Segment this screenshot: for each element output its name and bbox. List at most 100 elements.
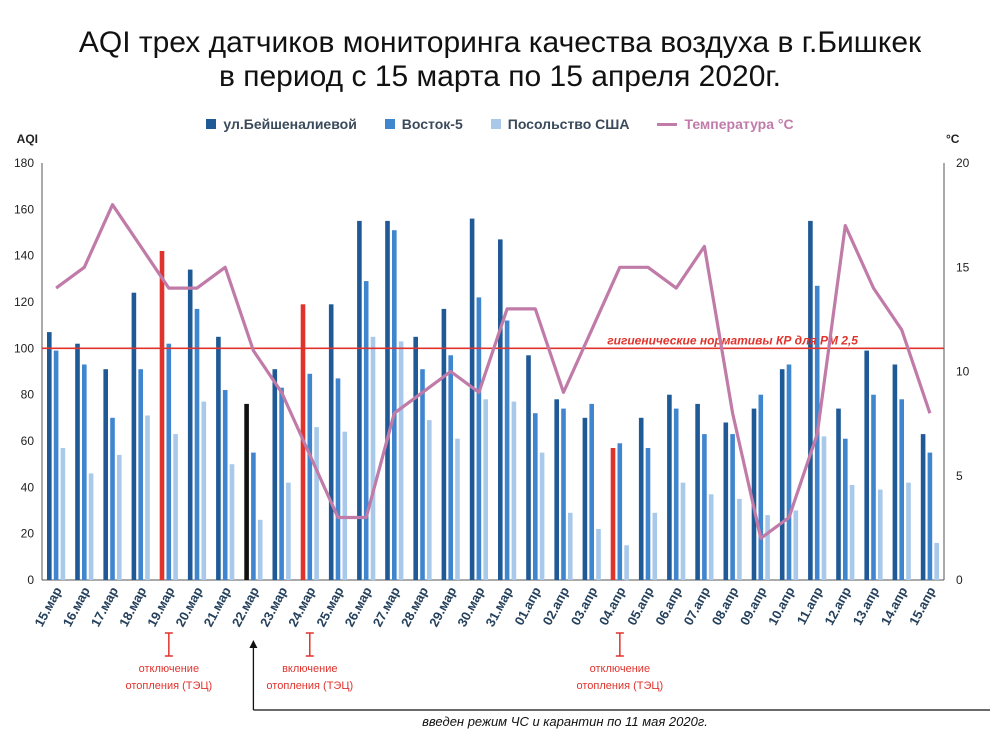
bar-series1 [667, 394, 672, 580]
bar-series3 [455, 438, 460, 580]
bar-series1 [864, 350, 869, 580]
bar-series3 [568, 512, 573, 580]
bar-series2 [533, 413, 538, 580]
bar-series2 [786, 364, 792, 580]
bar-series1 [808, 220, 813, 580]
bar-series1 [385, 220, 390, 580]
bar-series2 [476, 297, 482, 580]
bar-series2 [871, 394, 876, 580]
bar-series2 [758, 394, 764, 580]
legend-swatch-vostok5 [384, 119, 395, 129]
bar-series2 [222, 390, 228, 580]
bar-series3 [60, 448, 66, 580]
bar-series2 [279, 387, 284, 580]
y-tick-label: 140 [14, 249, 34, 263]
bar-series2 [645, 448, 651, 580]
bar-series3 [934, 542, 939, 580]
bar-series1 [103, 369, 108, 580]
y-axis-label-right: °C [946, 132, 960, 146]
period-arrow-icon [249, 640, 258, 648]
annotation-text-line2: отопления (ТЭЦ) [266, 680, 353, 692]
bar-series2 [448, 355, 453, 580]
bar-series2 [589, 403, 594, 580]
bar-series1 [582, 417, 588, 580]
x-tick-label: 10.апр [765, 584, 798, 627]
bar-series3 [314, 427, 319, 580]
legend-label-beishenalieva: ул.Бейшеналиевой [223, 116, 357, 132]
bar-series1 [723, 422, 729, 580]
bar-series3 [88, 473, 94, 580]
bar-series3 [680, 482, 686, 580]
bar-series2 [927, 452, 933, 580]
bar-series3 [652, 512, 658, 580]
legend-label-temperature: Температура °C [684, 116, 794, 132]
bar-series1 [413, 336, 418, 581]
bar-series3 [906, 482, 911, 580]
annotation-text-line1: отключение [139, 663, 199, 675]
bar-series3 [342, 431, 348, 580]
bar-series1 [47, 332, 52, 580]
bar-series3 [765, 515, 770, 580]
y2-tick-label: 15 [956, 260, 970, 274]
bar-series1 [441, 308, 447, 580]
bar-series1 [610, 448, 616, 580]
bar-series1 [357, 220, 362, 580]
annotation-text-line1: отключение [590, 663, 650, 675]
y-tick-label: 0 [27, 573, 34, 587]
bar-series1 [159, 251, 165, 580]
bar-series2 [251, 452, 256, 580]
bar-series2 [363, 281, 369, 580]
bar-series1 [695, 403, 700, 580]
bar-series1 [131, 292, 137, 580]
y2-tick-label: 5 [956, 469, 963, 483]
bar-series2 [843, 438, 848, 580]
bar-series3 [539, 452, 545, 580]
bar-series3 [511, 401, 517, 580]
legend-swatch-temperature [657, 122, 678, 126]
bar-series3 [173, 434, 178, 580]
bar-series3 [117, 454, 122, 580]
bar-series3 [737, 498, 742, 580]
bar-series3 [229, 464, 235, 580]
bar-series1 [216, 336, 221, 581]
bar-series3 [596, 529, 601, 580]
bar-series2 [138, 369, 143, 580]
bar-series2 [110, 417, 115, 580]
annotation-text-line1: включение [282, 663, 337, 675]
y-tick-label: 120 [14, 295, 34, 309]
y2-tick-label: 10 [956, 365, 970, 379]
y-tick-label: 80 [21, 388, 35, 402]
bar-series1 [75, 343, 80, 580]
bar-series3 [483, 399, 488, 580]
bar-series1 [836, 408, 841, 580]
reference-line-label: гигиенические нормативы КР для РМ 2,5 [607, 333, 858, 347]
bar-series1 [526, 355, 531, 580]
y2-tick-label: 0 [956, 573, 963, 587]
annotation-text-line2: отопления (ТЭЦ) [125, 680, 212, 692]
bar-series1 [187, 269, 193, 580]
bar-series2 [335, 378, 341, 580]
legend-label-vostok5: Восток-5 [401, 116, 463, 132]
bar-series3 [624, 545, 629, 581]
x-tick-label: 31.мар [482, 584, 515, 629]
bar-series1 [498, 239, 503, 580]
bar-series2 [420, 369, 425, 580]
bar-series3 [286, 482, 291, 580]
bar-series2 [53, 350, 59, 580]
x-tick-label: 15.апр [906, 584, 939, 627]
bar-series2 [82, 364, 87, 580]
bar-series3 [427, 420, 432, 580]
y-tick-label: 160 [14, 202, 34, 216]
chart-title-line1: AQI трех датчиков мониторинга качества в… [78, 26, 922, 59]
bar-series3 [257, 519, 263, 580]
y-tick-label: 100 [14, 341, 34, 355]
bar-series2 [899, 399, 904, 580]
bar-series2 [392, 230, 397, 580]
bar-series2 [702, 434, 707, 580]
y-tick-label: 180 [14, 156, 34, 170]
bar-series1 [272, 369, 278, 580]
y2-tick-label: 20 [956, 156, 970, 170]
bar-series3 [398, 341, 404, 580]
bar-series2 [194, 308, 200, 580]
legend-swatch-beishenalieva [206, 119, 217, 129]
